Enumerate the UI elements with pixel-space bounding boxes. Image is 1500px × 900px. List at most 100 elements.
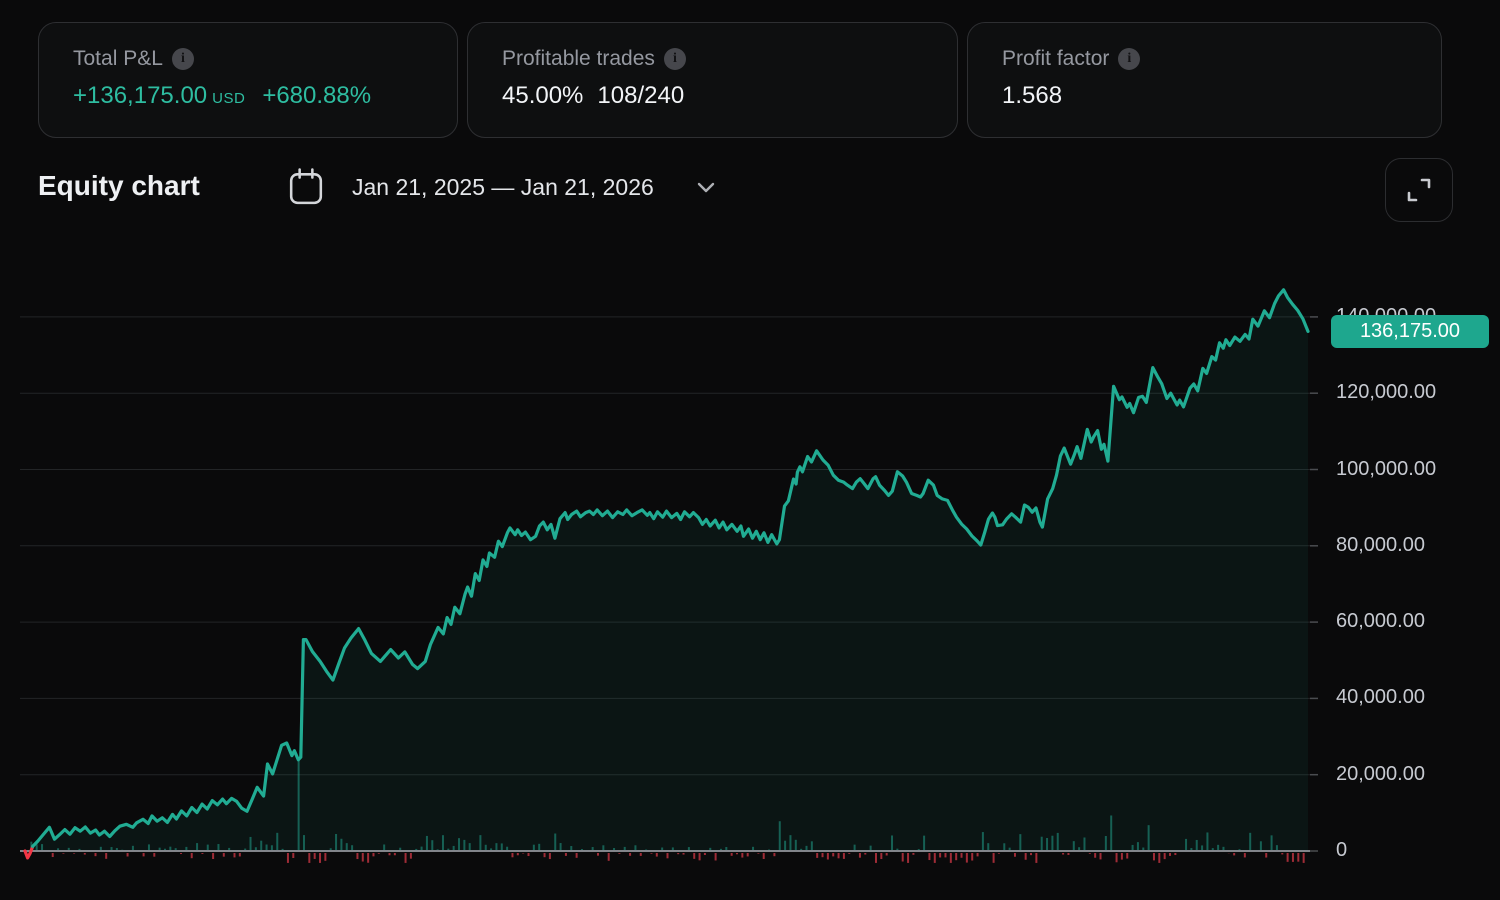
trade-bar-up xyxy=(281,848,284,850)
expand-chart-button[interactable] xyxy=(1385,158,1453,222)
date-range-picker[interactable]: Jan 21, 2025 — Jan 21, 2026 xyxy=(288,166,716,208)
trade-bar-down xyxy=(356,853,359,860)
trade-bar-up xyxy=(1051,835,1054,850)
trade-bar-up xyxy=(810,841,813,850)
trade-bar-up xyxy=(661,847,664,850)
trade-bar-down xyxy=(1030,853,1033,856)
trade-bar-down xyxy=(858,853,861,858)
equity-line-negative xyxy=(23,844,35,860)
total-pnl-value: +136,175.00 xyxy=(73,82,208,109)
trade-bar-up xyxy=(228,847,231,850)
trade-bar-up xyxy=(340,838,343,850)
trade-bar-up xyxy=(1147,825,1150,850)
trade-bar-up xyxy=(1003,843,1006,850)
equity-line xyxy=(31,288,1310,849)
trade-bar-down xyxy=(655,853,658,857)
info-icon[interactable]: i xyxy=(171,48,194,70)
trade-bar-down xyxy=(367,853,370,863)
trade-bar-down xyxy=(762,853,765,860)
info-icon[interactable]: i xyxy=(663,48,686,70)
trade-bar-up xyxy=(602,845,605,850)
trade-bar-up xyxy=(1201,845,1204,850)
trade-bar-up xyxy=(538,843,541,850)
trade-bar-up xyxy=(452,845,455,850)
trade-bar-up xyxy=(800,848,803,850)
trade-bar-up xyxy=(1206,832,1209,850)
trade-bar-down xyxy=(939,853,942,858)
trade-bar-down xyxy=(693,853,696,859)
trade-bar-up xyxy=(559,843,562,850)
trade-bar-down xyxy=(714,853,717,861)
trade-bar-down xyxy=(933,853,936,863)
trade-bar-down xyxy=(864,853,867,855)
trade-bar-down xyxy=(1152,853,1155,861)
trade-bar-up xyxy=(420,846,423,850)
trade-bar-down xyxy=(575,853,578,858)
trade-bar-down xyxy=(564,853,567,856)
y-axis-label: 100,000.00 xyxy=(1336,457,1437,480)
trade-bar-down xyxy=(1088,853,1091,854)
total-pnl-label: Total P&L xyxy=(73,47,163,70)
trade-bar-up xyxy=(495,843,498,850)
trade-bar-down xyxy=(393,853,396,856)
trade-bar-down xyxy=(826,853,829,860)
trade-bar-up xyxy=(99,846,102,850)
trade-bar-up xyxy=(41,844,44,850)
trade-bar-down xyxy=(1062,853,1065,855)
trade-bar-down xyxy=(308,853,311,863)
chart-title: Equity chart xyxy=(38,170,200,201)
trade-bar-down xyxy=(516,853,519,856)
trade-bar-up xyxy=(794,839,797,850)
trade-bar-down xyxy=(992,853,995,863)
trade-bar-up xyxy=(1217,844,1220,850)
trade-bar-down xyxy=(1094,853,1097,858)
trade-bar-up xyxy=(351,845,354,850)
trade-bar-up xyxy=(1222,846,1225,850)
trade-bar-down xyxy=(607,853,610,861)
trade-bar-up xyxy=(297,759,300,850)
trade-bar-up xyxy=(458,838,461,850)
total-pnl-currency: USD xyxy=(212,90,246,107)
trade-bar-down xyxy=(286,853,289,863)
trade-bar-down xyxy=(1243,853,1246,858)
trade-bar-up xyxy=(169,846,172,850)
trade-bar-up xyxy=(441,835,444,850)
trade-bar-down xyxy=(377,853,380,854)
trade-bar-down xyxy=(238,853,241,857)
trade-bar-down xyxy=(212,853,215,860)
trade-bar-down xyxy=(666,853,669,859)
trade-bar-up xyxy=(217,844,220,850)
trade-bar-up xyxy=(719,848,722,850)
last-value-badge: 136,175.00 xyxy=(1331,314,1489,348)
equity-chart-canvas[interactable] xyxy=(0,240,1500,900)
profit-factor-value: 1.568 xyxy=(1002,82,1063,109)
trade-bar-up xyxy=(671,847,674,850)
trade-bar-up xyxy=(1056,832,1059,850)
trade-bar-up xyxy=(506,846,509,850)
trade-bar-down xyxy=(153,853,156,857)
trade-bar-up xyxy=(115,848,118,850)
trade-bar-up xyxy=(554,833,557,850)
profit-factor-label: Profit factor xyxy=(1002,47,1110,70)
trade-bar-down xyxy=(543,853,546,858)
trade-bar-down xyxy=(1163,853,1166,860)
trade-bar-down xyxy=(757,853,760,854)
trade-bar-down xyxy=(372,853,375,857)
trade-bar-up xyxy=(163,848,166,850)
y-axis-label: 60,000.00 xyxy=(1336,610,1425,633)
trade-bar-down xyxy=(682,853,685,855)
trade-bar-down xyxy=(94,853,97,857)
trade-bar-down xyxy=(1286,853,1289,862)
trade-bar-up xyxy=(623,846,626,850)
trade-bar-down xyxy=(677,853,680,855)
trade-bar-down xyxy=(1291,853,1294,862)
trade-bar-down xyxy=(73,853,76,854)
trade-bar-up xyxy=(709,847,712,850)
trade-bar-down xyxy=(1302,853,1305,863)
trade-bar-down xyxy=(976,853,979,857)
profitable-trades-card: Profitable trades i 45.00% 108/240 xyxy=(467,22,958,138)
trade-bar-up xyxy=(634,845,637,850)
trade-bar-up xyxy=(1249,832,1252,850)
trade-bar-down xyxy=(1233,853,1236,856)
info-icon[interactable]: i xyxy=(1118,48,1141,70)
